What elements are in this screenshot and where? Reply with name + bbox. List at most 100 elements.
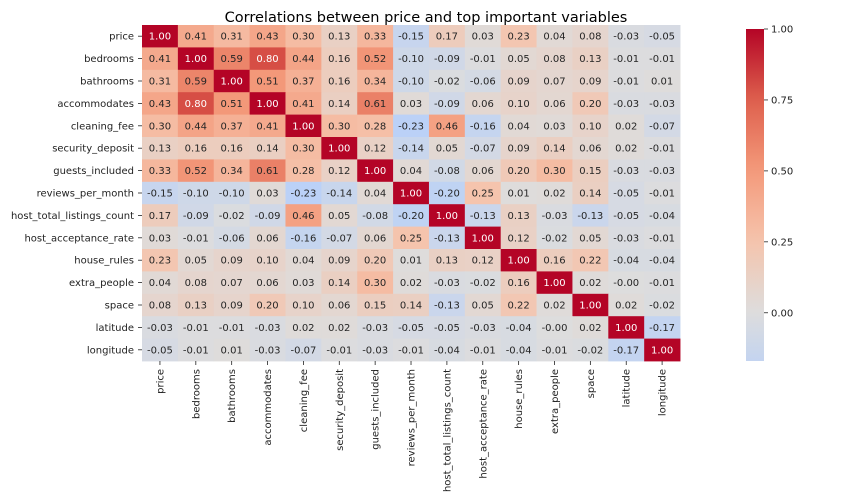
heatmap-cell	[572, 226, 609, 250]
heatmap-cell-label: 0.20	[579, 99, 601, 110]
heatmap-cell-label: -0.07	[290, 345, 316, 356]
heatmap-cell-label: 0.13	[149, 144, 171, 155]
heatmap-cell	[249, 271, 286, 295]
heatmap-cell	[572, 69, 609, 93]
heatmap-cell	[428, 137, 466, 160]
heatmap-cell-label: 0.06	[328, 301, 350, 312]
heatmap-cell-label: -0.10	[398, 54, 424, 65]
heatmap-cell	[142, 92, 179, 115]
heatmap-cell	[500, 249, 537, 272]
x-tick-label: price	[155, 369, 166, 394]
heatmap-cell	[357, 271, 394, 295]
x-tick-label: cleaning_fee	[299, 369, 310, 432]
heatmap-cell	[177, 114, 215, 138]
heatmap-cell	[393, 316, 430, 339]
heatmap-cell-label: -0.05	[613, 189, 639, 200]
heatmap-cell	[464, 114, 502, 138]
x-tick-label: bedrooms	[191, 369, 202, 419]
heatmap-cell-label: -0.13	[434, 233, 460, 244]
heatmap-cell-label: -0.16	[470, 121, 496, 132]
heatmap-cell	[249, 47, 286, 71]
heatmap-cell-label: 0.12	[364, 144, 386, 155]
heatmap-cell	[572, 159, 609, 183]
heatmap-cell-label: -0.10	[398, 77, 424, 88]
heatmap-cell	[177, 226, 215, 250]
heatmap-cell	[572, 338, 609, 362]
heatmap-cell-label: -0.08	[362, 211, 388, 222]
heatmap-cell-label: 0.46	[436, 121, 458, 132]
heatmap-cell	[142, 114, 179, 138]
heatmap-cell	[500, 159, 537, 183]
heatmap-cell	[285, 181, 322, 205]
heatmap-cell-label: 0.08	[543, 54, 565, 65]
heatmap-cell-label: -0.05	[434, 323, 460, 334]
heatmap-cell	[608, 25, 645, 48]
heatmap-cell-label: 0.06	[364, 233, 386, 244]
heatmap-cell	[177, 249, 215, 272]
heatmap-cell-label: 0.23	[507, 32, 529, 43]
heatmap-cell-label: 0.07	[221, 278, 243, 289]
heatmap-cell-label: 0.28	[364, 121, 386, 132]
heatmap-cell-label: 0.59	[221, 54, 243, 65]
heatmap-cell	[213, 25, 251, 48]
heatmap-cell	[249, 69, 286, 93]
y-tick-label: house_rules	[74, 256, 134, 267]
heatmap-cell-label: 0.13	[328, 32, 350, 43]
heatmap-cell	[464, 226, 502, 250]
heatmap-cell	[177, 92, 215, 115]
heatmap-cell-label: -0.01	[398, 345, 424, 356]
heatmap-cell	[142, 47, 179, 71]
heatmap-cell	[249, 25, 286, 48]
heatmap-cell	[536, 114, 573, 138]
heatmap-cell	[644, 338, 681, 362]
heatmap-cell-label: -0.04	[613, 256, 639, 267]
heatmap-cell	[177, 159, 215, 183]
heatmap-cell	[644, 204, 681, 227]
heatmap-cell-label: -0.01	[183, 323, 209, 334]
heatmap-cell	[285, 159, 322, 183]
heatmap-cell	[608, 159, 645, 183]
heatmap-cell-label: 1.00	[507, 256, 529, 267]
heatmap-cell	[644, 271, 681, 295]
heatmap-cell-label: -0.08	[434, 166, 460, 177]
x-tick-label: bathrooms	[227, 369, 238, 423]
heatmap-cell	[572, 137, 609, 160]
heatmap-cell	[393, 25, 430, 48]
heatmap-cell-label: 0.51	[221, 99, 243, 110]
heatmap-cell	[644, 92, 681, 115]
heatmap-cell-label: 0.41	[185, 32, 207, 43]
y-tick-label: host_acceptance_rate	[24, 233, 134, 244]
heatmap-cell-label: -0.05	[649, 32, 675, 43]
heatmap-cell-label: 0.31	[221, 32, 243, 43]
heatmap-cell-label: -0.05	[147, 345, 173, 356]
heatmap-cell-label: -0.01	[613, 77, 639, 88]
heatmap-cell-label: 0.10	[256, 256, 278, 267]
heatmap-cell	[142, 316, 179, 339]
heatmap-cell-label: -0.02	[434, 77, 460, 88]
heatmap-cell	[285, 293, 322, 317]
heatmap-cell	[249, 226, 286, 250]
heatmap-cell	[608, 181, 645, 205]
heatmap-cell	[428, 92, 466, 115]
heatmap-cell	[428, 114, 466, 138]
heatmap-cell	[393, 204, 430, 227]
y-tick-label: bedrooms	[84, 54, 134, 65]
heatmap-cell-label: 0.16	[221, 144, 243, 155]
heatmap-cell	[500, 271, 537, 295]
heatmap-cell	[357, 114, 394, 138]
heatmap-cell	[249, 338, 286, 362]
heatmap-cell-label: 0.09	[579, 77, 601, 88]
heatmap-cell-label: 0.41	[256, 121, 278, 132]
colorbar-tick-label: 0.25	[771, 237, 793, 248]
heatmap-cell-label: 0.22	[579, 256, 601, 267]
y-tick-label: price	[109, 32, 134, 43]
heatmap-cell-label: -0.03	[255, 345, 281, 356]
heatmap-cell-label: 0.03	[472, 32, 494, 43]
colorbar: 0.00 0.25 0.50 0.75 1.00	[746, 25, 793, 361]
heatmap-cell	[393, 271, 430, 295]
heatmap-cell-label: 0.46	[292, 211, 314, 222]
heatmap-cell	[321, 271, 358, 295]
heatmap-cell-label: 0.37	[221, 121, 243, 132]
heatmap-cell	[464, 271, 502, 295]
heatmap-cell	[572, 249, 609, 272]
